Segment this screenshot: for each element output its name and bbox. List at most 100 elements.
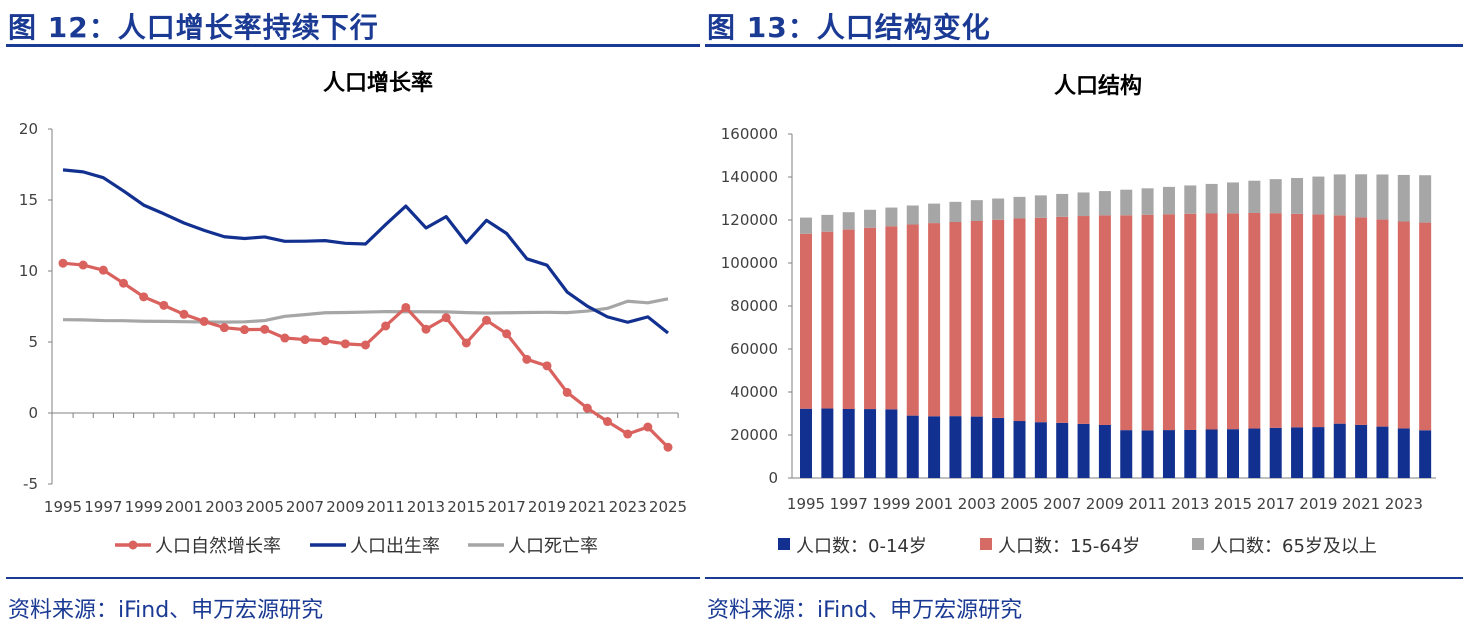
x-tick-label: 2021 (1342, 495, 1380, 513)
bar-segment-0 (1312, 427, 1325, 478)
x-tick-label: 1995 (787, 495, 825, 513)
bar-segment-1 (1098, 215, 1111, 425)
x-tick-label: 2025 (649, 498, 687, 516)
data-point (260, 324, 270, 334)
bar-segment-1 (1184, 213, 1197, 430)
bar-segment-1 (970, 220, 983, 417)
bar-segment-2 (1227, 182, 1239, 214)
bar-segment-1 (1269, 213, 1282, 428)
y-tick-label: 40000 (730, 383, 778, 401)
data-point (320, 336, 330, 346)
x-tick-label: 2015 (1214, 495, 1252, 513)
bar-segment-1 (1141, 214, 1154, 431)
bar-segment-2 (1077, 192, 1090, 217)
bar-segment-2 (992, 198, 1005, 220)
source-divider (6, 577, 700, 579)
bar-segment-1 (992, 219, 1005, 418)
bar-segment-1 (928, 223, 941, 417)
data-point (582, 403, 592, 413)
bar-segment-1 (1120, 215, 1133, 431)
data-point (139, 292, 149, 302)
bar-segment-2 (906, 205, 919, 225)
bar-segment-1 (1355, 217, 1368, 425)
x-tick-label: 2023 (1385, 495, 1423, 513)
bar-segment-2 (864, 209, 877, 228)
series-line-0 (62, 261, 670, 449)
bar-segment-1 (1291, 213, 1304, 428)
data-point (522, 354, 532, 364)
source-divider (705, 577, 1463, 579)
legend-label: 人口死亡率 (508, 536, 598, 557)
y-tick-label: 120000 (721, 211, 778, 229)
bar-segment-0 (1397, 428, 1410, 478)
legend-label: 人口数：0-14岁 (796, 536, 927, 557)
bar-segment-2 (1269, 179, 1282, 214)
bar-segment-0 (1077, 423, 1090, 478)
bar-segment-2 (1312, 176, 1325, 215)
bar-segment-1 (1376, 219, 1389, 427)
x-tick-label: 1999 (125, 498, 163, 516)
bar-segment-0 (1355, 424, 1368, 478)
data-point (381, 321, 391, 331)
bar-segment-1 (1013, 218, 1026, 422)
bar-segment-0 (1184, 429, 1197, 478)
bar-segment-1 (842, 229, 855, 410)
source-note: 资料来源：iFind、申万宏源研究 (707, 598, 1023, 623)
bar-segment-2 (970, 200, 983, 221)
data-point (199, 316, 209, 326)
bar-segment-2 (1355, 174, 1368, 218)
x-tick-label: 2007 (286, 498, 324, 516)
bar-segment-0 (1227, 429, 1239, 478)
data-point (603, 417, 612, 427)
data-point (300, 335, 310, 345)
data-point (623, 429, 633, 439)
bar-segment-1 (906, 224, 919, 416)
bar-segment-0 (842, 409, 855, 478)
title-divider (6, 44, 700, 47)
bar-segment-1 (800, 233, 812, 409)
y-tick-label: 20 (19, 120, 38, 138)
bar-segment-2 (1141, 188, 1154, 215)
x-tick-label: 2017 (488, 498, 526, 516)
y-tick-label: 5 (28, 333, 38, 351)
data-point (159, 300, 169, 310)
source-note: 资料来源：iFind、申万宏源研究 (8, 598, 324, 623)
data-point (562, 387, 572, 397)
data-point (98, 265, 108, 275)
bar-segment-1 (949, 221, 962, 417)
bar-segment-0 (1141, 430, 1154, 478)
y-tick-label: 20000 (730, 426, 778, 444)
data-point (663, 442, 673, 452)
x-tick-label: 2009 (1086, 495, 1124, 513)
bar-segment-2 (1397, 174, 1410, 222)
bar-segment-2 (1120, 189, 1133, 216)
x-tick-label: 2023 (609, 498, 647, 516)
series-line-2 (62, 297, 669, 324)
y-tick-label: 0 (768, 469, 778, 487)
x-tick-label: 1995 (44, 498, 82, 516)
bar-segment-2 (1013, 196, 1026, 219)
data-point (502, 329, 512, 339)
data-point (340, 339, 350, 349)
bar-segment-0 (1333, 423, 1346, 478)
bar-segment-1 (1397, 221, 1410, 429)
bar-segment-0 (1291, 427, 1304, 478)
x-tick-label: 2015 (447, 498, 485, 516)
y-tick-label: 80000 (730, 297, 778, 315)
data-point (441, 313, 451, 323)
bar-segment-0 (1419, 430, 1432, 478)
x-tick-label: 2017 (1257, 495, 1295, 513)
bar-segment-1 (1419, 222, 1432, 431)
bar-segment-0 (1120, 430, 1133, 478)
y-tick-label: 160000 (721, 125, 778, 143)
y-tick-label: 15 (19, 191, 38, 209)
bar-segment-0 (1269, 427, 1282, 478)
bar-segment-1 (1162, 214, 1175, 431)
bar-segment-0 (1248, 428, 1261, 478)
bar-segment-0 (1376, 426, 1389, 478)
x-tick-label: 1999 (872, 495, 910, 513)
bar-segment-2 (1184, 185, 1197, 214)
bar-segment-0 (1034, 422, 1047, 478)
bar-segment-0 (928, 416, 941, 478)
